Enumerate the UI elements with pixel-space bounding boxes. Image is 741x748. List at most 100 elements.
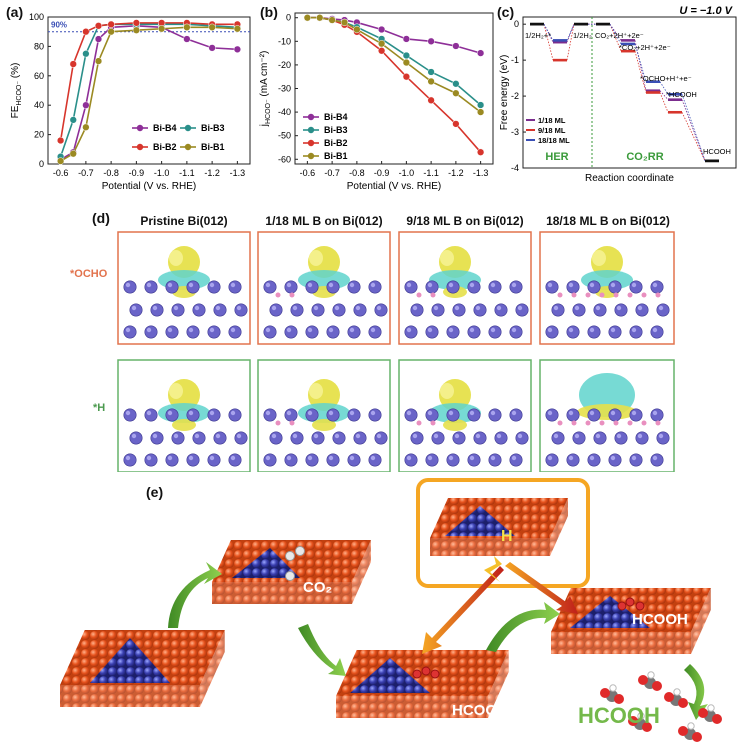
- state-label: *HCOOH: [666, 90, 697, 99]
- data-point-Bi-B3: [452, 80, 460, 88]
- bi-atom: [305, 408, 319, 422]
- bi-atom-highlight: [265, 282, 271, 288]
- bi-atom-highlight: [469, 282, 475, 288]
- bi-atom: [488, 325, 502, 339]
- bi-atom: [593, 431, 607, 445]
- reference-line-label: 90%: [51, 21, 67, 30]
- data-point-Bi-B4: [183, 35, 191, 43]
- series-line-Bi-B1: [60, 26, 238, 162]
- bi-atom: [347, 280, 361, 294]
- bi-atom: [311, 431, 325, 445]
- bi-atom-highlight: [553, 305, 559, 311]
- bi-atom: [234, 303, 248, 317]
- data-point-Bi-B2: [452, 120, 460, 128]
- density-panel-0-2: [398, 231, 532, 345]
- data-point-Bi-B1: [316, 14, 324, 22]
- data-point-Bi-B4: [94, 35, 103, 43]
- bi-atom-highlight: [547, 410, 553, 416]
- panel-label-c: (c): [497, 4, 515, 20]
- bi-atom: [284, 453, 298, 467]
- slab-side: [488, 650, 509, 718]
- bi-atom: [488, 280, 502, 294]
- b-atom: [430, 420, 436, 426]
- bi-atom-highlight: [349, 410, 355, 416]
- bi-atom-highlight: [658, 305, 664, 311]
- state-label: HCOOH: [703, 147, 731, 156]
- y-tick-label: -1: [511, 55, 519, 65]
- region-label-co2rr: CO₂RR: [626, 151, 663, 163]
- hydrogen-atom: [647, 671, 655, 679]
- bi-atom: [608, 280, 622, 294]
- process-arrow: [684, 664, 708, 720]
- x-tick-label: -0.6: [300, 168, 316, 178]
- panel-label-a: (a): [6, 4, 24, 20]
- slab-front: [212, 582, 352, 604]
- bi-atom-highlight: [152, 305, 158, 311]
- bi-atom-highlight: [490, 410, 496, 416]
- legend-swatch-marker: [307, 126, 315, 134]
- bi-atom: [326, 453, 340, 467]
- x-tick-label: -1.1: [179, 168, 195, 178]
- bi-atom-highlight: [553, 433, 559, 439]
- data-point-Bi-B4: [233, 45, 242, 53]
- bi-atom-highlight: [610, 410, 616, 416]
- bi-atom-highlight: [475, 433, 481, 439]
- bi-atom-highlight: [125, 455, 131, 461]
- data-point-Bi-B4: [82, 101, 90, 109]
- slab-front: [430, 538, 550, 556]
- data-point-Bi-B1: [157, 25, 166, 33]
- data-point-Bi-B1: [69, 150, 77, 158]
- b-atom: [585, 420, 591, 426]
- y-tick-label: 20: [34, 130, 44, 140]
- x-tick-label: -0.9: [129, 168, 145, 178]
- charge-accumulation-cloud: [312, 419, 336, 431]
- b-atom: [641, 420, 647, 426]
- bi-atom: [186, 408, 200, 422]
- bi-atom-highlight: [406, 455, 412, 461]
- column-title-9-18: 9/18 ML B on Bi(012): [406, 214, 524, 228]
- y-axis-label: jHCOO⁻ (mA cm⁻²): [259, 51, 272, 128]
- hydrogen-transfer-arrow: [422, 566, 504, 654]
- bi-atom-highlight: [589, 455, 595, 461]
- fe-chart: -0.6 -0.7 -0.8 -0.9 -1.0 -1.1 -1.2 -1.3 0 20 40 60 8…: [10, 12, 251, 192]
- data-point-Bi-B3: [402, 51, 411, 60]
- bi-atom: [347, 453, 361, 467]
- connector-18/18 ML: [609, 23, 622, 45]
- current-density-chart: -0.6 -0.7 -0.8 -0.9 -1.0 -1.1 -1.2 -1.3 0 -10 -20 -…: [259, 12, 494, 192]
- bi-atom: [290, 303, 304, 317]
- hcooh-product-label: HCOOH: [578, 703, 660, 728]
- y-tick-label: 60: [34, 71, 44, 81]
- x-tick-label: -1.0: [399, 168, 415, 178]
- bi-atom: [368, 280, 382, 294]
- bi-atom-highlight: [370, 410, 376, 416]
- bi-atom-highlight: [313, 433, 319, 439]
- bi-atom-highlight: [406, 410, 412, 416]
- bi-atom: [228, 280, 242, 294]
- legend-swatch-marker: [307, 152, 315, 160]
- bi-atom-highlight: [511, 282, 517, 288]
- bi-atom: [566, 408, 580, 422]
- bi-atom: [305, 325, 319, 339]
- bi-atom: [123, 408, 137, 422]
- bi-atom: [263, 408, 277, 422]
- hydrogen-atom: [637, 712, 645, 720]
- bi-atom-highlight: [376, 433, 382, 439]
- bi-atom: [545, 453, 559, 467]
- data-point-Bi-B1: [476, 108, 485, 116]
- bi-atom-highlight: [616, 305, 622, 311]
- bi-atom: [213, 303, 227, 317]
- x-tick-label: -1.1: [423, 168, 439, 178]
- bi-atom: [446, 453, 460, 467]
- bi-atom: [629, 325, 643, 339]
- bi-atom-highlight: [236, 305, 242, 311]
- bi-atom-highlight: [265, 455, 271, 461]
- bi-atom: [656, 431, 670, 445]
- bi-atom: [488, 408, 502, 422]
- slab-bare: [60, 630, 225, 707]
- bi-atom: [467, 280, 481, 294]
- bi-atom-highlight: [427, 282, 433, 288]
- region-label-her: HER: [545, 151, 568, 163]
- y-tick-label: -20: [278, 60, 291, 70]
- state-label: *CO₂+2H⁺+2e⁻: [619, 43, 671, 52]
- bi-atom-highlight: [131, 305, 137, 311]
